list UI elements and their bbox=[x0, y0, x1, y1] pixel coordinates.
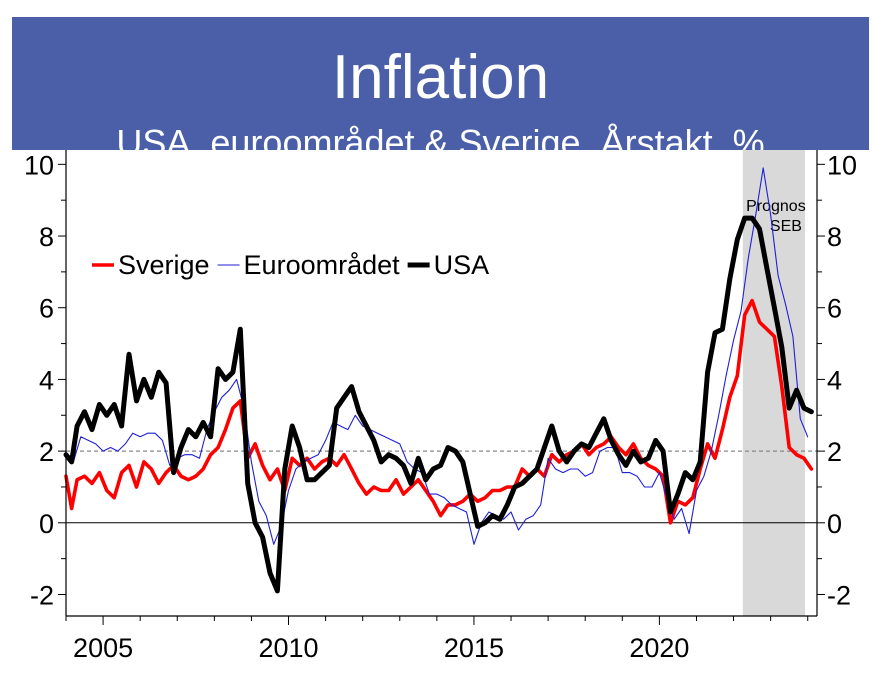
xtick-label: 2010 bbox=[258, 633, 318, 663]
series-line-euroomrdet bbox=[65, 167, 809, 545]
ytick-label-left: 2 bbox=[39, 437, 54, 467]
chart-title: Inflation bbox=[331, 43, 550, 112]
ytick-label-right: -2 bbox=[827, 580, 851, 610]
legend-label-usa: USA bbox=[434, 250, 490, 280]
ytick-label-right: 4 bbox=[827, 365, 842, 395]
forecast-label-line2: SEB bbox=[770, 218, 802, 235]
series-line-sverige bbox=[64, 298, 814, 525]
xtick-label: 2005 bbox=[73, 633, 133, 663]
ytick-label-right: 6 bbox=[827, 294, 842, 324]
ytick-label-right: 0 bbox=[827, 509, 842, 539]
chart-subtitle: USA, euroområdet & Sverige. Årstakt. % bbox=[116, 122, 765, 163]
title-banner: Inflation USA, euroområdet & Sverige. År… bbox=[12, 17, 869, 163]
ytick-label-left: -2 bbox=[30, 580, 54, 610]
xtick-label: 2020 bbox=[629, 633, 689, 663]
ytick-label-left: 8 bbox=[39, 222, 54, 252]
series-line-usa bbox=[63, 215, 814, 594]
ytick-label-right: 2 bbox=[827, 437, 842, 467]
forecast-label-line1: Prognos bbox=[746, 198, 806, 215]
ytick-label-right: 10 bbox=[827, 150, 857, 180]
xtick-label: 2015 bbox=[444, 633, 504, 663]
ytick-label-left: 4 bbox=[39, 365, 54, 395]
ytick-label-left: 0 bbox=[39, 509, 54, 539]
ytick-label-left: 6 bbox=[39, 294, 54, 324]
legend-label-euroomrdet: Euroområdet bbox=[244, 250, 401, 280]
ytick-label-right: 8 bbox=[827, 222, 842, 252]
ytick-label-left: 10 bbox=[24, 150, 54, 180]
legend-label-sverige: Sverige bbox=[118, 250, 210, 280]
